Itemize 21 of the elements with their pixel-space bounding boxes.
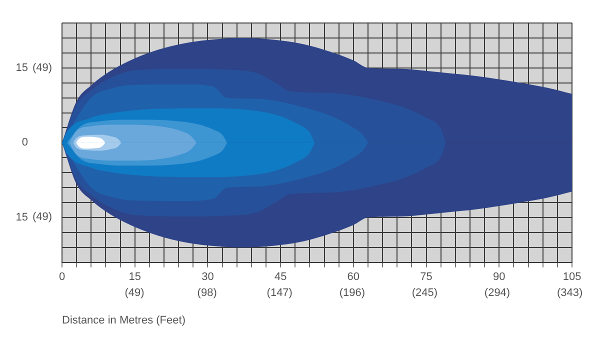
x-tick-label: 15: [128, 271, 141, 284]
x2-tick-label: (343): [556, 287, 583, 300]
y-tick-label: 15: [16, 212, 28, 224]
y-tick-label: 0: [22, 136, 28, 149]
x-tick-label: 45: [274, 271, 287, 284]
x2-tick-label: (49): [124, 287, 144, 300]
x-tick-label: 90: [493, 271, 506, 284]
y2-tick-label: (49): [32, 62, 52, 74]
x2-tick-label: (147): [266, 287, 292, 300]
y2-tick-label: (49): [32, 211, 52, 224]
x2-tick-label: (98): [197, 287, 217, 300]
x2-tick-label: (294): [484, 287, 510, 300]
y-tick-label: 15: [16, 62, 28, 74]
x-tick-label: 105: [562, 271, 582, 284]
x-tick-label: 30: [202, 271, 214, 284]
x2-tick-label: (245): [412, 287, 438, 300]
x-axis-title: Distance in Metres (Feet): [62, 314, 186, 326]
x2-tick-label: (196): [339, 287, 366, 300]
x-tick-label: 60: [347, 271, 360, 284]
x-tick-label: 0: [58, 271, 66, 284]
x-tick-label: 75: [420, 271, 432, 284]
